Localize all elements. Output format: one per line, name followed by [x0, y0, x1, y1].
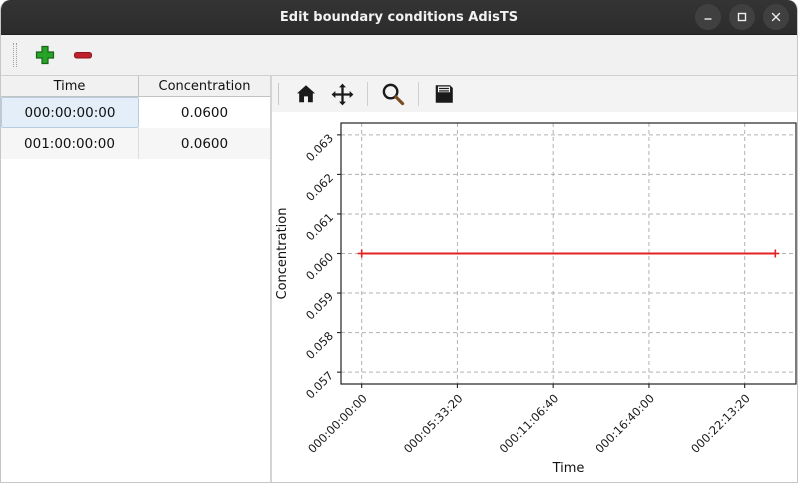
plus-icon	[35, 45, 55, 65]
pan-button[interactable]	[327, 79, 357, 109]
add-row-button[interactable]	[31, 41, 59, 69]
svg-text:000:05:33:20: 000:05:33:20	[401, 391, 466, 456]
magnifier-icon	[382, 83, 405, 106]
minimize-button[interactable]	[695, 4, 721, 30]
toolbar-separator	[418, 82, 419, 106]
remove-row-button[interactable]	[69, 41, 97, 69]
column-header-concentration[interactable]: Concentration	[158, 78, 251, 94]
window-title: Edit boundary conditions AdisTS	[279, 9, 519, 25]
svg-text:Time: Time	[552, 461, 585, 476]
boundary-table-panel: Time Concentration 000:00:00:00 0.0600 001…	[1, 76, 270, 482]
column-header-time[interactable]: Time	[1, 76, 139, 96]
close-button[interactable]	[763, 4, 789, 30]
table-body: 000:00:00:00 0.0600 001:00:00:00 0.0600	[1, 97, 270, 159]
svg-text:000:16:40:00: 000:16:40:00	[592, 391, 657, 456]
close-icon	[771, 12, 781, 22]
save-button[interactable]	[429, 79, 459, 109]
header-bar[interactable]: Edit boundary conditions AdisTS	[1, 0, 797, 35]
zoom-rect-button[interactable]	[378, 79, 408, 109]
svg-text:0.062: 0.062	[303, 171, 336, 204]
save-icon	[435, 85, 453, 103]
window-controls	[695, 4, 797, 30]
minus-icon	[74, 52, 92, 59]
svg-text:0.061: 0.061	[303, 210, 336, 243]
svg-text:000:00:00:00: 000:00:00:00	[305, 391, 370, 456]
svg-text:0.058: 0.058	[303, 329, 336, 362]
panel-splitter[interactable]	[270, 76, 272, 482]
table-row[interactable]: 000:00:00:00 0.0600	[1, 97, 270, 128]
table-row[interactable]: 001:00:00:00 0.0600	[1, 128, 270, 159]
home-button[interactable]	[291, 79, 321, 109]
main-content: Time Concentration 000:00:00:00 0.0600 001…	[1, 76, 797, 482]
table-cell[interactable]: 001:00:00:00	[1, 128, 139, 159]
pan-icon	[331, 83, 353, 105]
svg-text:000:11:06:40: 000:11:06:40	[497, 391, 562, 456]
table-cell[interactable]: 0.0600	[139, 97, 270, 128]
plot-panel: 0.057 0.058 0.059 0.060 0.061 0.062 0.063 000:0…	[272, 76, 797, 482]
plot-toolbar	[272, 76, 797, 112]
svg-text:0.060: 0.060	[303, 250, 336, 283]
table-header: Time Concentration	[1, 76, 270, 97]
svg-text:0.063: 0.063	[303, 131, 336, 164]
home-icon	[296, 85, 316, 103]
edit-toolbar	[1, 35, 797, 76]
svg-text:Concentration: Concentration	[275, 208, 290, 300]
toolbar-grip[interactable]	[13, 43, 17, 67]
maximize-icon	[737, 12, 747, 22]
toolbar-separator	[367, 82, 368, 106]
svg-text:0.057: 0.057	[303, 368, 336, 401]
figure-canvas[interactable]: 0.057 0.058 0.059 0.060 0.061 0.062 0.063 000:0…	[272, 112, 797, 482]
concentration-time-chart: 0.057 0.058 0.059 0.060 0.061 0.062 0.063 000:0…	[275, 122, 797, 476]
svg-text:0.059: 0.059	[303, 289, 336, 322]
minimize-icon	[704, 18, 712, 20]
maximize-button[interactable]	[729, 4, 755, 30]
svg-text:000:22:13:20: 000:22:13:20	[688, 391, 753, 456]
plot-toolbar-grip[interactable]	[278, 83, 279, 105]
table-cell[interactable]: 0.0600	[139, 128, 270, 159]
table-cell[interactable]: 000:00:00:00	[1, 97, 139, 128]
